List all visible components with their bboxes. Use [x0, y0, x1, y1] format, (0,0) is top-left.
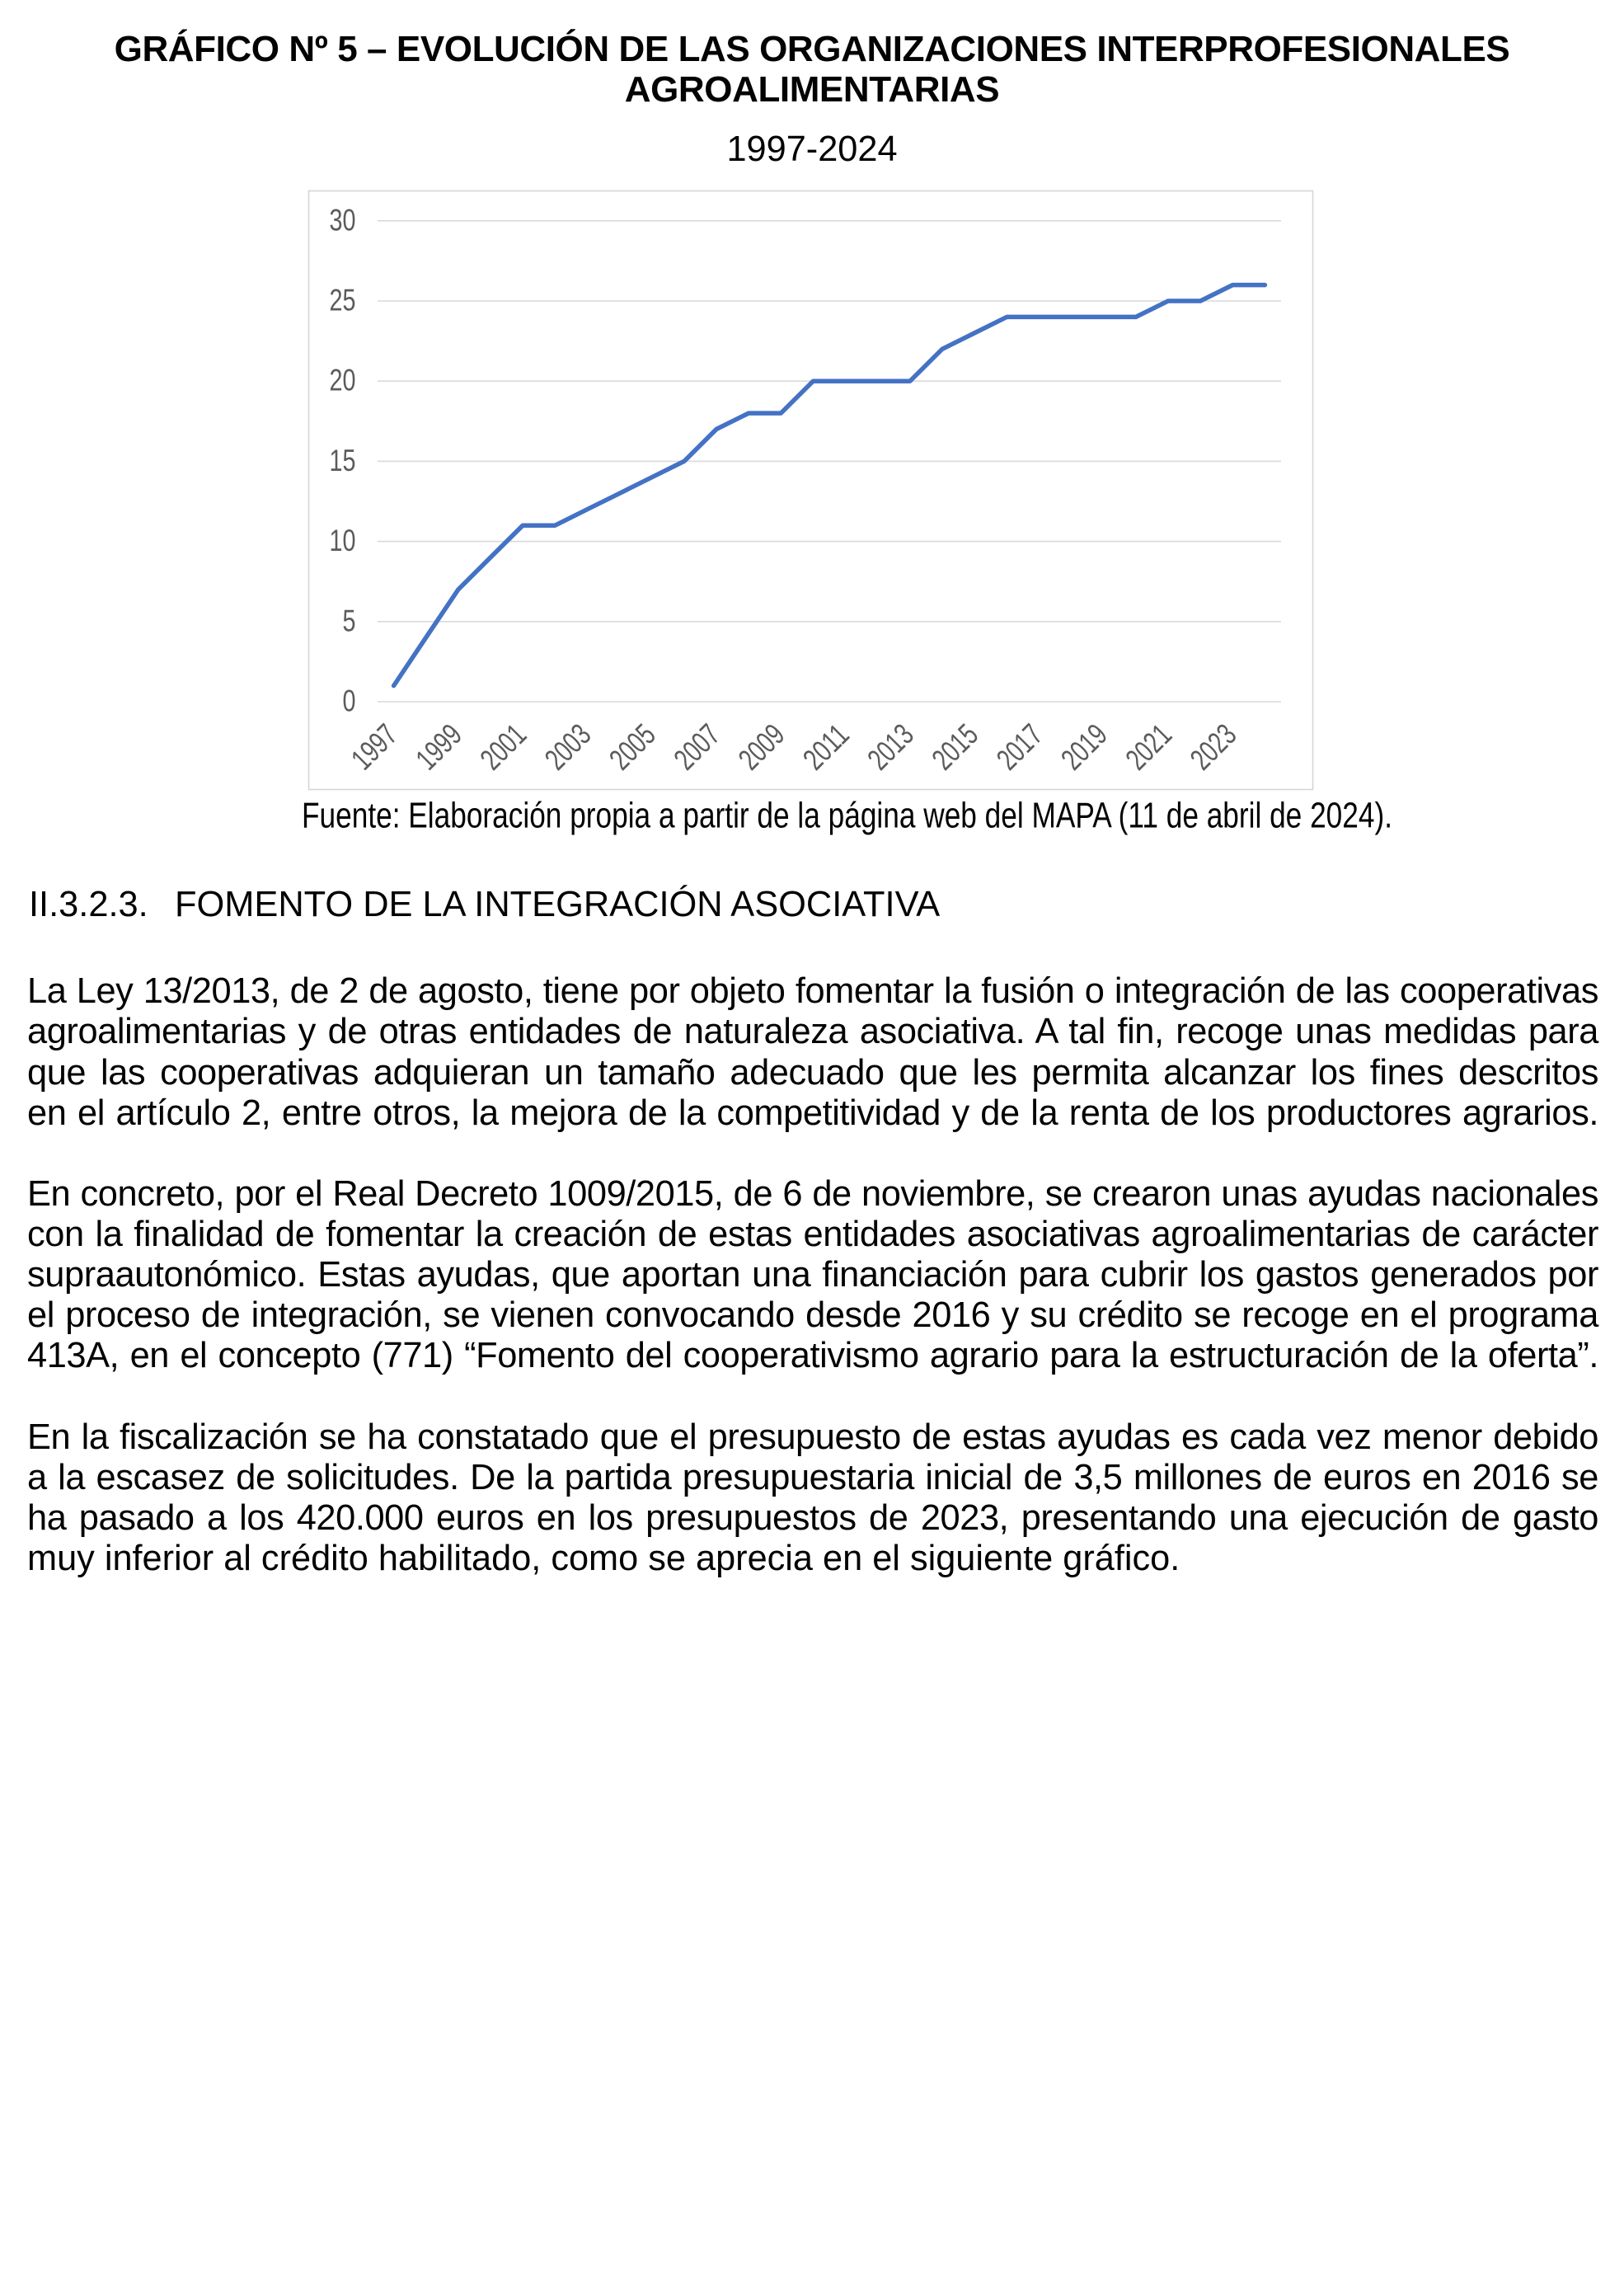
svg-text:5: 5	[343, 604, 356, 637]
svg-text:30: 30	[330, 203, 356, 237]
svg-text:Fuente: Elaboración propia a p: Fuente: Elaboración propia a partir de l…	[302, 797, 1392, 836]
svg-text:10: 10	[330, 524, 356, 557]
svg-text:0: 0	[343, 684, 356, 718]
svg-text:20: 20	[330, 364, 356, 397]
svg-text:25: 25	[330, 284, 356, 317]
svg-text:15: 15	[330, 444, 356, 477]
